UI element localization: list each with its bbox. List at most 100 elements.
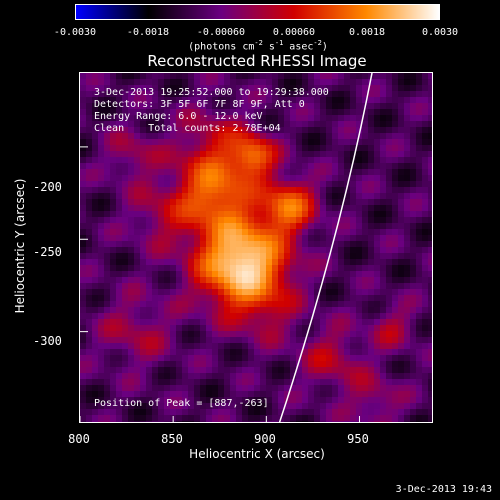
image-pixel (152, 361, 158, 367)
image-pixel (314, 151, 320, 157)
image-pixel (422, 343, 428, 349)
image-pixel (212, 331, 218, 337)
image-pixel (230, 139, 236, 145)
image-pixel (140, 265, 146, 271)
image-pixel (278, 421, 284, 422)
image-pixel (170, 103, 176, 109)
image-pixel (290, 253, 296, 259)
image-pixel (416, 403, 422, 409)
image-pixel (386, 271, 392, 277)
image-pixel (176, 169, 182, 175)
image-pixel (218, 301, 224, 307)
image-pixel (218, 187, 224, 193)
image-pixel (182, 97, 188, 103)
image-pixel (392, 175, 398, 181)
image-pixel (428, 373, 432, 379)
image-pixel (284, 103, 290, 109)
image-pixel (380, 169, 386, 175)
image-pixel (230, 211, 236, 217)
image-pixel (428, 343, 432, 349)
image-pixel (236, 163, 242, 169)
image-pixel (308, 289, 314, 295)
image-pixel (266, 415, 272, 421)
image-pixel (326, 205, 332, 211)
image-pixel (332, 127, 338, 133)
image-pixel (98, 361, 104, 367)
image-pixel (260, 187, 266, 193)
image-pixel (272, 331, 278, 337)
image-pixel (98, 385, 104, 391)
image-pixel (296, 91, 302, 97)
image-pixel (152, 151, 158, 157)
image-pixel (86, 205, 92, 211)
image-pixel (416, 241, 422, 247)
image-pixel (380, 355, 386, 361)
image-pixel (164, 295, 170, 301)
image-pixel (260, 307, 266, 313)
image-pixel (176, 403, 182, 409)
image-pixel (428, 229, 432, 235)
image-pixel (260, 139, 266, 145)
image-pixel (92, 115, 98, 121)
image-pixel (422, 199, 428, 205)
image-pixel (278, 175, 284, 181)
image-pixel (86, 325, 92, 331)
image-pixel (128, 181, 134, 187)
image-pixel (350, 295, 356, 301)
image-pixel (110, 259, 116, 265)
image-pixel (350, 79, 356, 85)
image-pixel (416, 289, 422, 295)
image-pixel (362, 265, 368, 271)
image-pixel (398, 121, 404, 127)
image-pixel (362, 403, 368, 409)
image-pixel (332, 277, 338, 283)
image-pixel (398, 355, 404, 361)
image-pixel (314, 337, 320, 343)
image-pixel (140, 97, 146, 103)
image-pixel (110, 301, 116, 307)
image-pixel (284, 229, 290, 235)
image-pixel (200, 325, 206, 331)
image-pixel (236, 85, 242, 91)
image-pixel (122, 115, 128, 121)
image-pixel (194, 319, 200, 325)
image-pixel (176, 127, 182, 133)
image-pixel (344, 217, 350, 223)
image-pixel (368, 109, 374, 115)
image-pixel (266, 271, 272, 277)
image-pixel (86, 397, 92, 403)
image-pixel (386, 175, 392, 181)
image-pixel (86, 97, 92, 103)
image-pixel (254, 253, 260, 259)
image-pixel (344, 355, 350, 361)
image-pixel (404, 223, 410, 229)
image-pixel (92, 217, 98, 223)
image-pixel (104, 403, 110, 409)
image-pixel (104, 109, 110, 115)
image-pixel (386, 361, 392, 367)
image-pixel (188, 283, 194, 289)
image-pixel (320, 289, 326, 295)
image-pixel (128, 217, 134, 223)
image-pixel (284, 253, 290, 259)
image-pixel (182, 391, 188, 397)
image-pixel (344, 109, 350, 115)
image-pixel (326, 115, 332, 121)
image-pixel (188, 337, 194, 343)
image-pixel (230, 271, 236, 277)
image-pixel (416, 379, 422, 385)
image-pixel (212, 151, 218, 157)
image-pixel (344, 373, 350, 379)
image-pixel (152, 79, 158, 85)
image-pixel (266, 217, 272, 223)
image-pixel (206, 85, 212, 91)
image-pixel (398, 391, 404, 397)
image-pixel (248, 127, 254, 133)
image-pixel (266, 331, 272, 337)
image-pixel (116, 271, 122, 277)
image-pixel (302, 301, 308, 307)
image-pixel (134, 127, 140, 133)
image-pixel (356, 193, 362, 199)
image-pixel (410, 133, 416, 139)
peak-position-label: Position of Peak = [887,-263] (94, 398, 269, 409)
